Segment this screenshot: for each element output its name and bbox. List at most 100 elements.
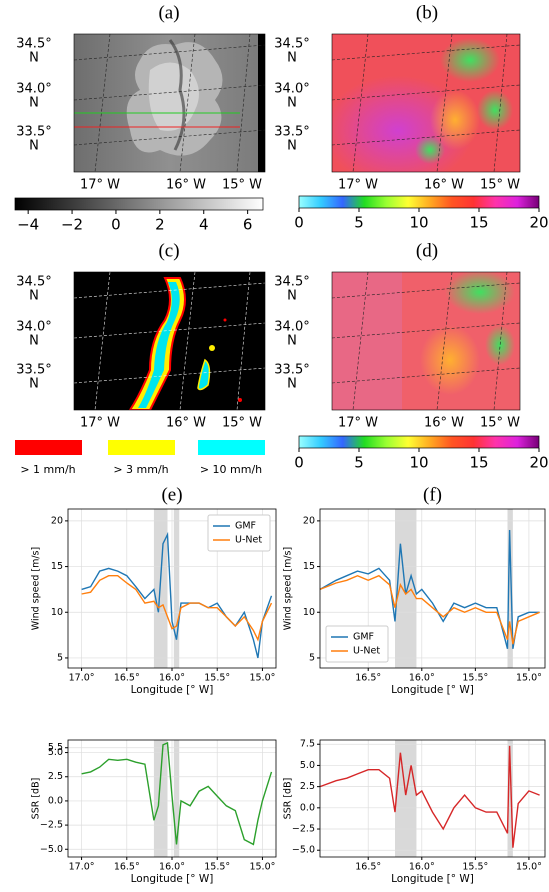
lon-label: 15° W	[480, 178, 520, 193]
legend-label: GMF	[235, 521, 256, 532]
lon-label: 15° W	[480, 416, 520, 431]
lat-label: 34.5°	[274, 275, 309, 290]
colorbar-tick-label: 15	[469, 454, 488, 472]
rain-swatch	[108, 440, 175, 455]
colorbar	[298, 195, 540, 209]
y-tick-label: −2.5	[40, 820, 63, 831]
x-tick-label: 16.0°	[159, 673, 185, 684]
shaded-span	[173, 740, 180, 857]
plot-frame	[319, 508, 546, 669]
colorbar-tick-label: 20	[529, 454, 548, 472]
y-tick-label: −2.5	[292, 824, 315, 835]
data-line	[319, 574, 540, 645]
panel-label: (a)	[158, 2, 179, 23]
data-line	[81, 741, 273, 846]
colorbar-tick-label: 0	[111, 216, 121, 234]
x-tick-label: 15.5°	[204, 673, 230, 684]
y-axis-label: SSR [dB]	[31, 778, 42, 820]
shaded-span	[507, 740, 513, 857]
colorbar	[298, 435, 540, 449]
lon-label: 16° W	[166, 178, 206, 193]
colorbar-tick-label: −4	[17, 216, 39, 234]
legend-label: U-Net	[353, 646, 380, 657]
x-tick-label: 16.5°	[114, 862, 140, 873]
lat-label: N	[287, 139, 297, 154]
y-tick-label: 20	[303, 515, 315, 526]
map-frame	[331, 271, 521, 411]
colorbar-tick-label: 5	[354, 214, 364, 232]
lat-label: N	[29, 51, 39, 66]
y-tick-label: 20	[51, 515, 63, 526]
y-tick-label: 5	[309, 652, 315, 663]
y-tick-label: 5.5	[48, 742, 63, 753]
lat-label: 34.0°	[16, 82, 51, 97]
y-tick-label: 5.0	[300, 760, 315, 771]
x-tick-label: 16.0°	[159, 862, 185, 873]
lat-label: N	[29, 139, 39, 154]
lon-label: 17° W	[80, 178, 120, 193]
y-tick-label: −5.0	[292, 845, 315, 856]
plot-frame	[67, 739, 277, 858]
rain-swatch	[15, 440, 82, 455]
lat-label: 34.0°	[274, 82, 309, 97]
colorbar-tick-label: 20	[529, 214, 548, 232]
rain-swatch	[198, 440, 265, 455]
colorbar-tick-label: 10	[409, 454, 428, 472]
y-tick-label: −5.0	[40, 844, 63, 855]
colorbar-tick-label: 6	[243, 216, 253, 234]
legend-box	[325, 625, 389, 663]
lat-label: 34.5°	[274, 37, 309, 52]
y-tick-label: 5.0	[48, 747, 63, 758]
lat-label: 34.0°	[16, 320, 51, 335]
lat-label: 34.5°	[16, 37, 51, 52]
lat-label: N	[29, 96, 39, 111]
y-tick-label: 2.5	[48, 771, 63, 782]
x-tick-label: 17.0°	[69, 673, 95, 684]
colorbar-tick-label: 0	[294, 454, 304, 472]
colorbar-tick-label: 0	[294, 214, 304, 232]
x-axis-label: Longitude [° W]	[131, 684, 214, 696]
lat-label: 33.5°	[16, 363, 51, 378]
lat-label: N	[29, 377, 39, 392]
y-tick-label: 15	[51, 561, 63, 572]
lon-label: 16° W	[166, 416, 206, 431]
lat-label: 34.5°	[16, 275, 51, 290]
lat-label: N	[287, 289, 297, 304]
x-tick-label: 15.0°	[249, 673, 275, 684]
y-tick-label: 10	[51, 607, 63, 618]
x-tick-label: 15.5°	[462, 673, 488, 684]
lon-label: 15° W	[222, 416, 262, 431]
lat-label: N	[29, 289, 39, 304]
x-tick-label: 15.5°	[462, 862, 488, 873]
data-line	[81, 531, 273, 659]
lat-label: N	[287, 334, 297, 349]
y-tick-label: 2.5	[300, 781, 315, 792]
y-tick-label: 0.0	[300, 802, 315, 813]
map-frame	[331, 33, 521, 173]
shaded-span	[395, 740, 417, 857]
lon-label: 16° W	[424, 178, 464, 193]
x-axis-label: Longitude [° W]	[391, 873, 474, 885]
y-tick-label: 0.0	[48, 795, 63, 806]
lon-label: 17° W	[80, 416, 120, 431]
lat-label: 33.5°	[274, 363, 309, 378]
lat-label: 33.5°	[274, 125, 309, 140]
y-tick-label: 10	[303, 607, 315, 618]
map-frame	[73, 271, 266, 411]
plot-frame	[67, 508, 277, 669]
rain-label: > 10 mm/h	[200, 463, 262, 476]
lon-label: 17° W	[338, 416, 378, 431]
x-tick-label: 16.5°	[355, 673, 381, 684]
colorbar-tick-label: 5	[354, 454, 364, 472]
panel-label: (c)	[158, 240, 179, 261]
map-d	[332, 272, 520, 410]
map-a	[74, 34, 265, 172]
shaded-span	[153, 740, 168, 857]
y-axis-label: Wind speed [m/s]	[283, 547, 294, 630]
panel-label: (d)	[416, 240, 438, 261]
y-tick-label: 5	[57, 652, 63, 663]
x-tick-label: 15.0°	[516, 673, 542, 684]
lat-label: N	[287, 51, 297, 66]
rain-label: > 3 mm/h	[113, 463, 168, 476]
